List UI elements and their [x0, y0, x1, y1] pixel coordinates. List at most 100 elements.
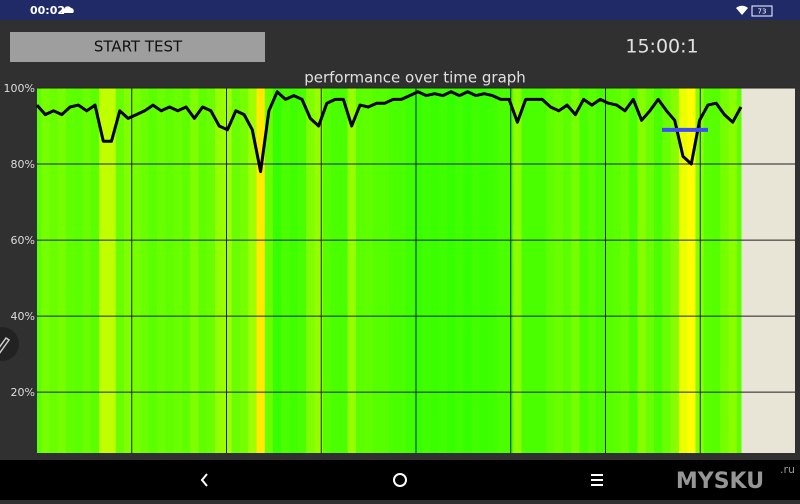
performance-stripe — [703, 88, 713, 453]
performance-stripe — [347, 88, 357, 453]
performance-stripe — [223, 88, 233, 453]
start-button[interactable] — [10, 32, 265, 62]
performance-stripe — [256, 88, 266, 453]
performance-stripe — [306, 88, 315, 453]
performance-stripe — [140, 88, 150, 453]
performance-stripe — [322, 88, 332, 453]
start-button-label[interactable]: START TEST — [94, 38, 183, 56]
performance-stripe — [90, 88, 100, 453]
performance-stripe — [123, 88, 133, 453]
performance-stripe — [538, 88, 547, 453]
wifi-icon — [736, 5, 748, 15]
performance-stripe — [579, 88, 589, 453]
chart: 20% 40% 60% 80% 100% — [4, 82, 795, 453]
performance-stripe — [389, 88, 398, 453]
performance-stripe — [587, 88, 597, 453]
performance-stripe — [471, 88, 481, 453]
performance-line — [35, 90, 743, 174]
performance-stripe — [132, 88, 142, 453]
performance-stripe — [281, 88, 291, 453]
performance-stripe — [74, 88, 84, 453]
performance-stripe — [654, 88, 663, 453]
performance-stripe — [562, 88, 572, 453]
performance-stripe — [289, 88, 299, 453]
performance-stripe — [422, 88, 431, 453]
performance-stripe — [430, 88, 440, 453]
performance-stripe — [215, 88, 224, 453]
edit-icon — [0, 336, 11, 354]
performance-stripe — [455, 88, 465, 453]
performance-stripe — [49, 88, 59, 453]
performance-stripe — [405, 88, 415, 453]
y-tick-label: 100% — [4, 82, 35, 95]
status-time: 00:02 — [30, 4, 65, 17]
back-button[interactable] — [200, 473, 208, 487]
performance-stripe — [397, 88, 407, 453]
performance-stripe — [206, 88, 216, 453]
y-tick-label: 60% — [11, 234, 35, 247]
performance-stripe — [678, 88, 688, 453]
performance-stripe — [380, 88, 390, 453]
performance-stripe — [314, 88, 324, 453]
performance-stripe — [165, 88, 175, 453]
performance-stripe — [273, 88, 282, 453]
performance-stripe — [736, 88, 742, 453]
battery-level: 73 — [758, 8, 767, 16]
battery-icon — [751, 5, 773, 17]
performance-stripe — [339, 88, 349, 453]
nav-bar — [0, 460, 800, 500]
edit-fab[interactable] — [0, 327, 19, 361]
performance-stripe — [297, 88, 307, 453]
performance-stripe — [480, 88, 489, 453]
performance-stripe — [571, 88, 580, 453]
performance-stripe — [728, 88, 738, 453]
performance-stripe — [446, 88, 456, 453]
performance-stripe — [41, 88, 50, 453]
performance-stripe — [198, 88, 208, 453]
y-tick-label: 80% — [11, 158, 35, 171]
performance-stripe — [239, 88, 249, 453]
performance-stripe — [372, 88, 382, 453]
performance-stripe — [355, 88, 365, 453]
performance-stripe — [82, 88, 92, 453]
performance-stripe — [438, 88, 448, 453]
performance-stripe — [670, 88, 680, 453]
performance-stripe — [173, 88, 183, 453]
performance-stripe — [364, 88, 373, 453]
performance-stripe — [720, 88, 730, 453]
performance-stripe — [712, 88, 721, 453]
performance-stripe — [65, 88, 75, 453]
y-tick-label: 40% — [11, 310, 35, 323]
performance-stripe — [413, 88, 423, 453]
performance-stripe — [115, 88, 125, 453]
performance-stripe — [148, 88, 158, 453]
performance-stripe — [37, 88, 42, 453]
performance-stripe — [629, 88, 638, 453]
performance-stripe — [554, 88, 564, 453]
timer: 15:00:1 — [625, 36, 698, 58]
home-button[interactable] — [393, 473, 407, 487]
performance-stripe — [645, 88, 655, 453]
status-bar — [0, 0, 800, 20]
performance-stripe — [546, 88, 556, 453]
performance-stripe — [488, 88, 498, 453]
performance-stripe — [57, 88, 67, 453]
performance-stripe — [612, 88, 622, 453]
performance-stripe — [231, 88, 241, 453]
performance-stripe — [513, 88, 523, 453]
performance-stripe — [331, 88, 340, 453]
performance-stripe — [687, 88, 696, 453]
menu-button[interactable] — [591, 474, 603, 486]
performance-stripe — [264, 88, 274, 453]
performance-stripe — [620, 88, 630, 453]
cloud-icon — [61, 6, 74, 13]
performance-stripe — [107, 88, 117, 453]
performance-stripe — [504, 88, 514, 453]
performance-stripe — [521, 88, 531, 453]
performance-stripe — [99, 88, 108, 453]
performance-stripe — [637, 88, 647, 453]
performance-stripe — [157, 88, 166, 453]
chart-title: performance over time graph — [304, 69, 526, 87]
performance-stripe — [604, 88, 614, 453]
